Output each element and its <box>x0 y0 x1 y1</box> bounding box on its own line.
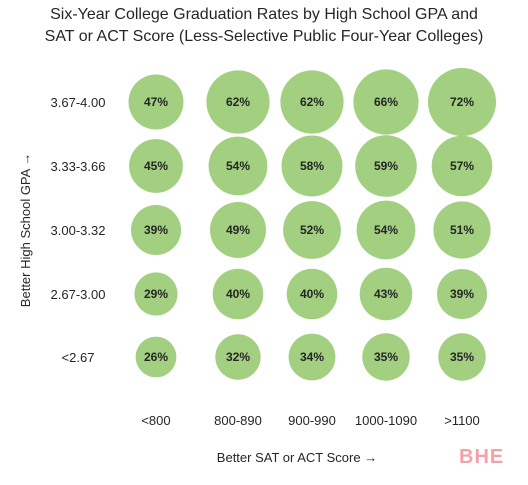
x-tick-label: 1000-1090 <box>355 413 417 428</box>
bubble-value-label: 62% <box>226 95 250 109</box>
bhe-watermark-logo: BHE <box>459 446 505 468</box>
x-tick-label: 900-990 <box>288 413 336 428</box>
bubble <box>433 201 491 259</box>
x-tick-label: 800-890 <box>214 413 262 428</box>
bubble <box>131 205 181 255</box>
bubble-value-label: 40% <box>226 287 250 301</box>
bubble-value-label: 34% <box>300 350 324 364</box>
bubble-value-label: 45% <box>144 159 168 173</box>
bubble <box>438 333 486 381</box>
bubble <box>431 135 493 197</box>
bubble-value-label: 32% <box>226 350 250 364</box>
bubble-value-label: 35% <box>374 350 398 364</box>
bubble <box>129 139 183 193</box>
bubble <box>362 333 410 381</box>
x-tick-label: <800 <box>141 413 170 428</box>
bubble <box>212 268 264 320</box>
chart-title-line-2: SAT or ACT Score (Less-Selective Public … <box>44 28 484 45</box>
bubble <box>215 334 261 380</box>
bubble <box>437 269 487 319</box>
bubble-value-label: 29% <box>144 287 168 301</box>
bubble <box>281 135 343 197</box>
bubble-value-label: 59% <box>374 159 398 173</box>
bubble-value-label: 40% <box>300 287 324 301</box>
bubble <box>134 272 178 316</box>
bubble <box>288 333 336 381</box>
y-tick-label: 2.67-3.00 <box>51 287 106 302</box>
y-tick-label: <2.67 <box>62 350 95 365</box>
bubble <box>128 74 184 130</box>
bubble-value-label: 62% <box>300 95 324 109</box>
y-tick-label: 3.33-3.66 <box>51 159 106 174</box>
bubble-value-label: 72% <box>450 95 474 109</box>
bubble <box>280 70 344 134</box>
bubble-value-label: 66% <box>374 95 398 109</box>
bubble-value-label: 49% <box>226 223 250 237</box>
bubble-value-label: 47% <box>144 95 168 109</box>
bubble-value-label: 54% <box>226 159 250 173</box>
bubble-value-label: 39% <box>144 223 168 237</box>
bubble-value-label: 39% <box>450 287 474 301</box>
bubble-value-label: 26% <box>144 350 168 364</box>
bubble-value-label: 57% <box>450 159 474 173</box>
bubble-value-label: 54% <box>374 223 398 237</box>
bubble <box>283 201 341 259</box>
chart-title-line-1: Six-Year College Graduation Rates by Hig… <box>50 6 478 23</box>
bubble-value-label: 51% <box>450 223 474 237</box>
bubble-value-label: 43% <box>374 287 398 301</box>
bubble-value-label: 52% <box>300 223 324 237</box>
bubble-value-label: 58% <box>300 159 324 173</box>
bubble <box>353 69 419 135</box>
bubble <box>135 336 177 378</box>
bubble-value-label: 35% <box>450 350 474 364</box>
y-axis-title: Better High School GPA → <box>18 153 33 307</box>
bubble <box>359 267 413 321</box>
y-tick-label: 3.00-3.32 <box>51 223 106 238</box>
bubble <box>286 268 338 320</box>
bubble <box>208 136 268 196</box>
bubble <box>428 68 496 136</box>
bubble <box>356 200 416 260</box>
x-axis-title: Better SAT or ACT Score → <box>217 450 377 465</box>
chart-title: Six-Year College Graduation Rates by Hig… <box>0 4 528 48</box>
bubble <box>355 135 417 197</box>
bubble <box>210 202 266 258</box>
bubble <box>206 70 270 134</box>
y-tick-label: 3.67-4.00 <box>51 95 106 110</box>
x-tick-label: >1100 <box>444 413 480 428</box>
